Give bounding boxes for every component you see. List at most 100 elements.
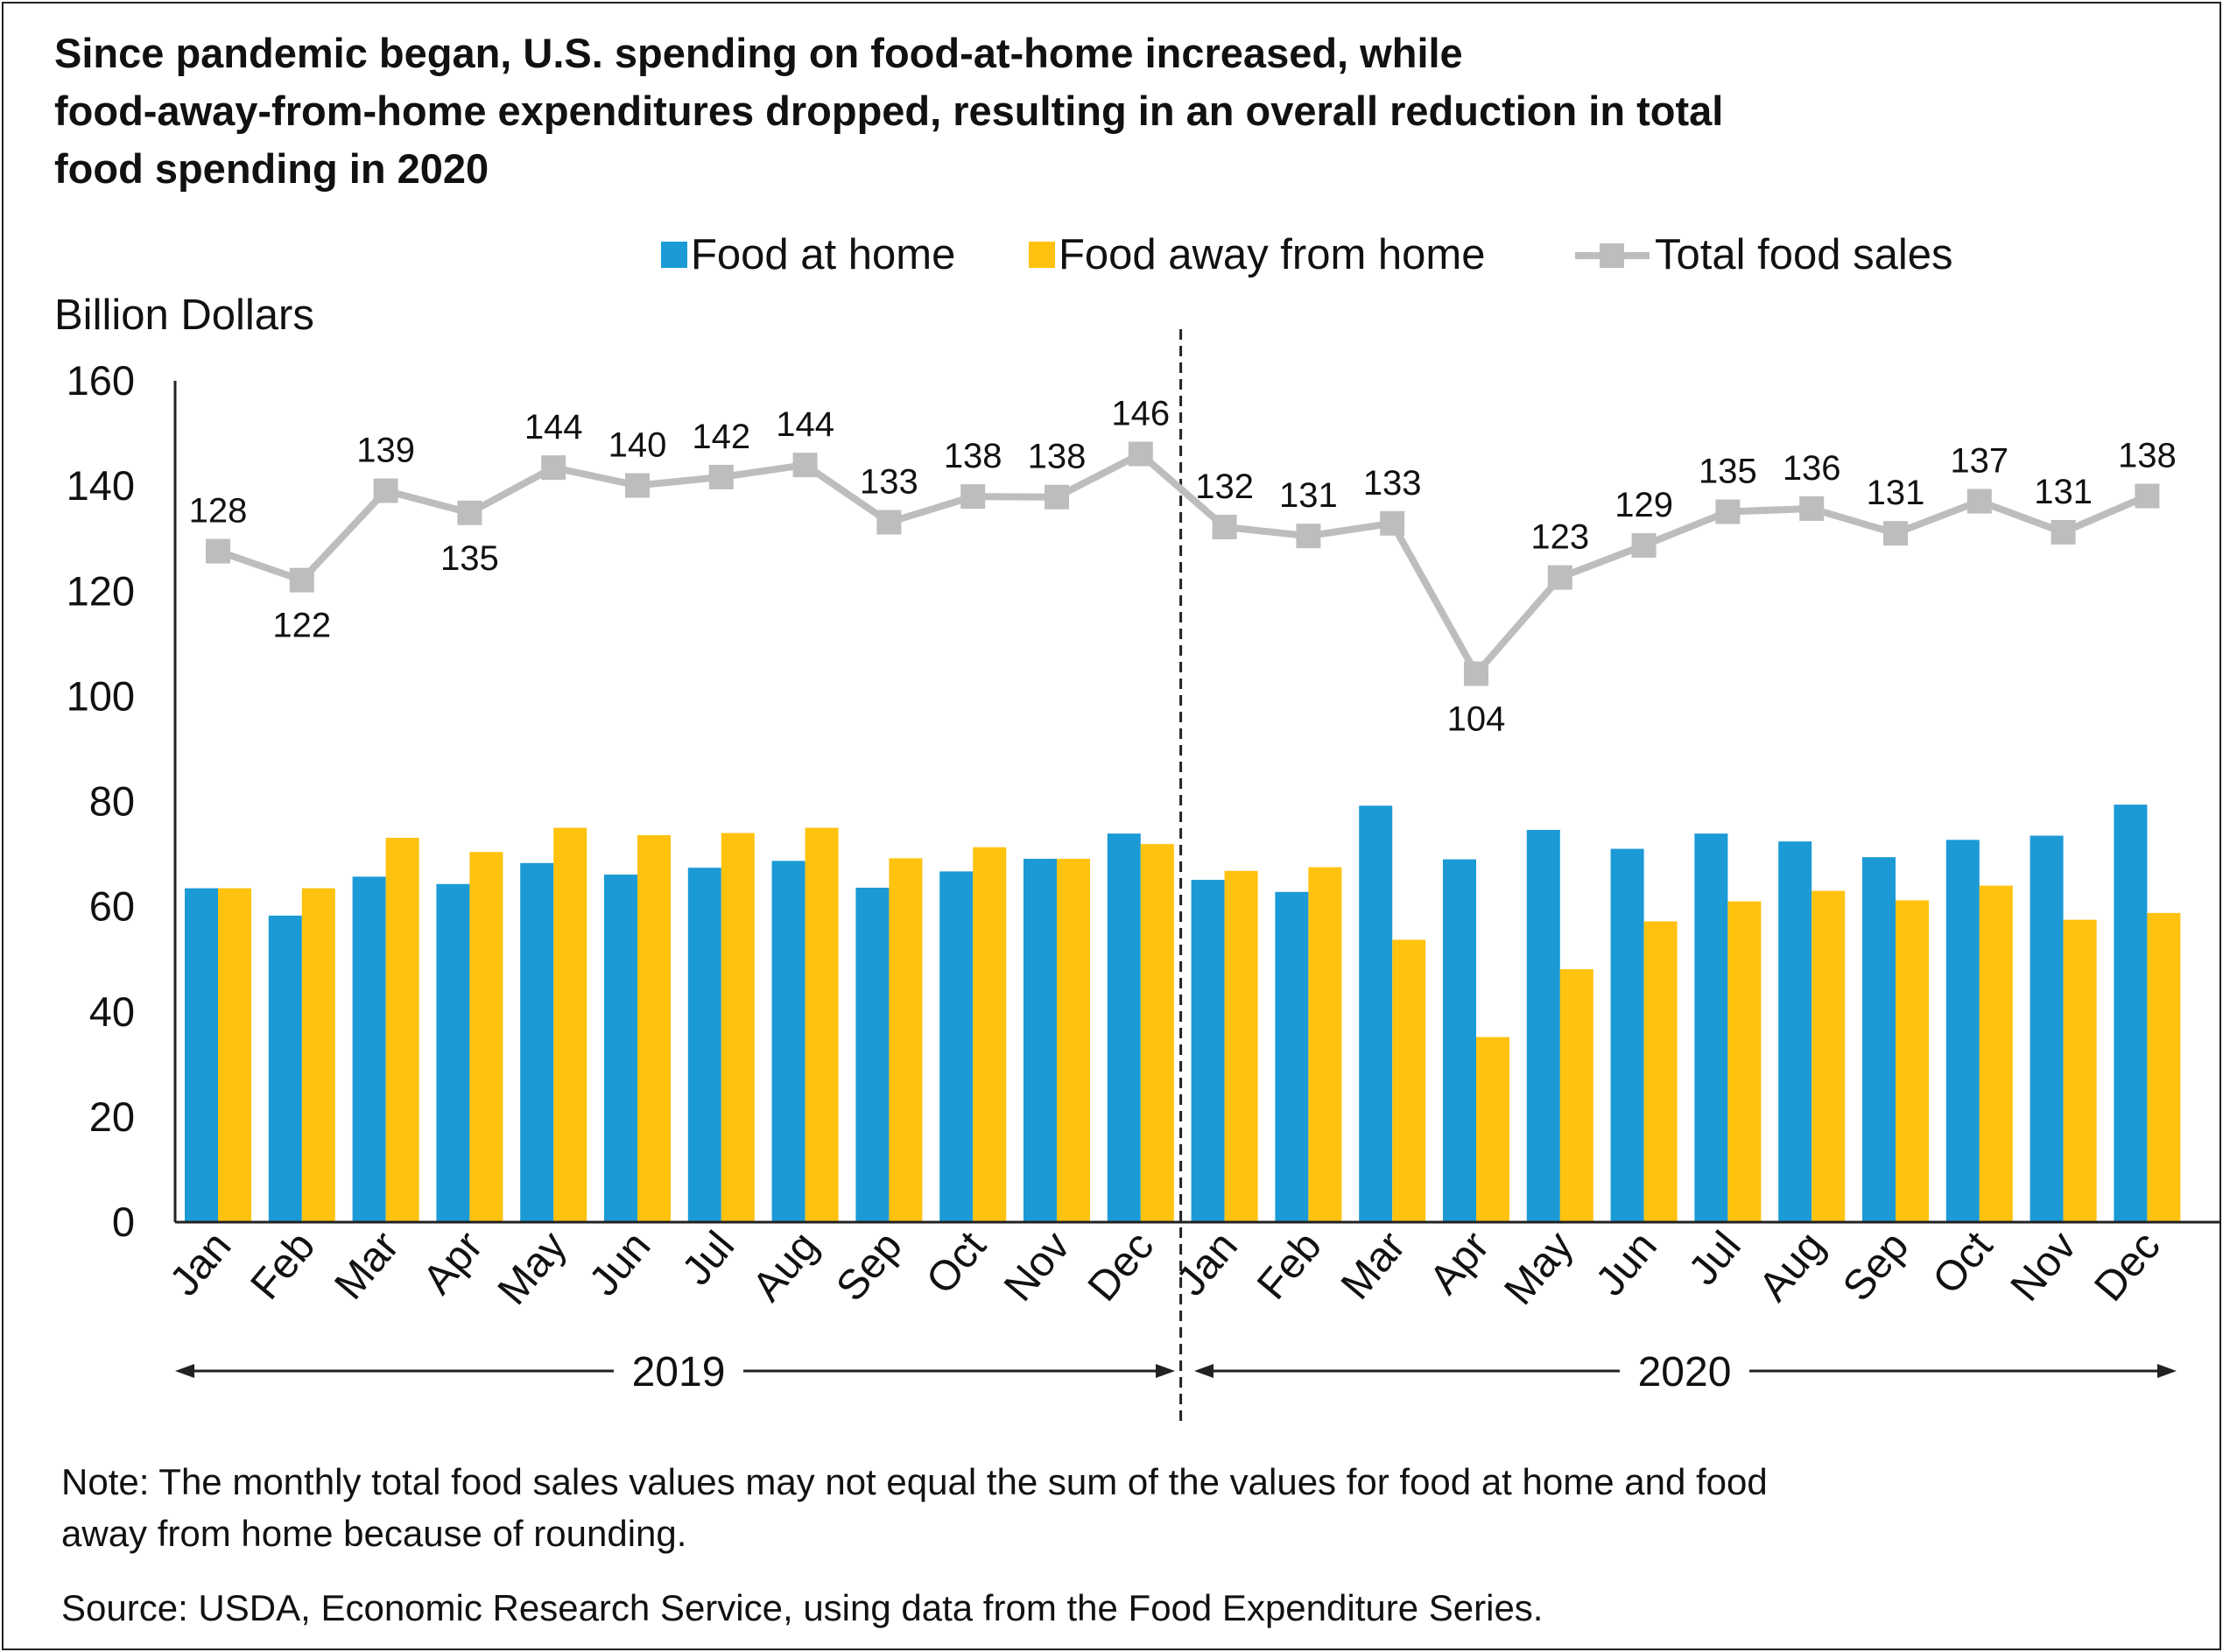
bar-food-at-home-4: [520, 862, 554, 1222]
total-food-sales-value-label-22: 131: [2034, 473, 2093, 511]
bar-food-away-from-home-11: [1140, 844, 1174, 1222]
total-food-sales-marker-9: [960, 484, 986, 510]
year-arrow-right-head-2020: [2157, 1364, 2177, 1378]
x-tick-label-23: Dec: [2086, 1223, 2169, 1310]
x-tick-label-18: Jul: [1680, 1223, 1750, 1294]
bar-food-at-home-3: [436, 883, 470, 1222]
total-food-sales-value-label-16: 123: [1530, 518, 1589, 557]
bar-layer: [185, 805, 2181, 1222]
bar-food-at-home-1: [268, 915, 302, 1222]
bar-food-away-from-home-5: [637, 834, 671, 1222]
x-tick-label-10: Nov: [995, 1223, 1079, 1310]
total-food-sales-value-label-1: 122: [272, 607, 331, 645]
bar-food-away-from-home-4: [553, 827, 587, 1222]
x-tick-label-22: Nov: [2002, 1223, 2086, 1310]
total-food-sales-value-label-11: 146: [1111, 394, 1170, 432]
total-food-sales-marker-3: [457, 500, 482, 525]
bar-food-at-home-16: [1526, 829, 1560, 1222]
bar-food-at-home-17: [1610, 848, 1644, 1222]
total-food-sales-value-label-20: 131: [1867, 474, 1925, 512]
bar-food-away-from-home-0: [218, 888, 251, 1222]
total-food-sales-value-label-23: 138: [2118, 437, 2177, 475]
x-tick-label-17: Jun: [1587, 1223, 1666, 1304]
bar-food-away-from-home-23: [2147, 912, 2181, 1222]
bar-food-at-home-7: [771, 861, 805, 1222]
x-tick-label-4: May: [489, 1223, 576, 1314]
total-food-sales-value-label-14: 133: [1363, 464, 1422, 503]
total-food-sales-value-label-17: 129: [1614, 486, 1673, 524]
year-label-2020: 2020: [1638, 1349, 1732, 1395]
total-food-sales-marker-7: [792, 453, 818, 478]
total-food-sales-value-label-12: 132: [1195, 467, 1254, 506]
legend-swatch-food-away-from-home: [1029, 242, 1055, 268]
y-tick-label-60: 60: [89, 883, 135, 930]
x-tick-label-7: Aug: [744, 1223, 827, 1310]
x-tick-label-2: Mar: [326, 1223, 408, 1308]
chart-notes: Note: The monthly total food sales value…: [61, 1461, 1768, 1628]
y-tick-label-20: 20: [89, 1093, 135, 1140]
x-tick-label-21: Oct: [1924, 1223, 2002, 1303]
bar-food-away-from-home-14: [1392, 939, 1426, 1222]
y-tick-label-140: 140: [67, 462, 135, 509]
total-food-sales-marker-14: [1380, 510, 1405, 536]
chart-title-line-1: Since pandemic began, U.S. spending on f…: [54, 30, 1463, 76]
bar-food-at-home-19: [1778, 841, 1812, 1222]
y-axis-title: Billion Dollars: [54, 292, 314, 339]
total-food-sales-marker-21: [1966, 489, 1992, 514]
x-tick-label-6: Jul: [673, 1223, 743, 1294]
y-tick-label-80: 80: [89, 778, 135, 825]
x-tick-label-8: Sep: [827, 1223, 911, 1310]
note-line-2: away from home because of rounding.: [61, 1513, 686, 1554]
total-food-sales-marker-8: [876, 510, 902, 535]
bar-food-away-from-home-15: [1476, 1037, 1509, 1222]
total-food-sales-value-label-2: 139: [356, 432, 415, 470]
total-food-sales-marker-0: [206, 538, 230, 564]
total-food-sales-marker-15: [1464, 661, 1488, 686]
x-tick-label-9: Oct: [918, 1223, 995, 1303]
total-food-sales-marker-11: [1128, 441, 1153, 467]
x-tick-label-13: Feb: [1249, 1223, 1331, 1308]
x-tick-label-0: Jan: [161, 1223, 240, 1304]
x-tick-label-20: Sep: [1834, 1223, 1917, 1310]
total-food-sales-marker-12: [1212, 514, 1237, 539]
total-food-sales-marker-4: [541, 455, 566, 481]
total-food-sales-marker-17: [1631, 532, 1657, 558]
total-food-sales-value-label-3: 135: [440, 539, 499, 578]
total-food-sales-marker-1: [289, 567, 314, 593]
chart-title: Since pandemic began, U.S. spending on f…: [54, 30, 1723, 192]
bar-food-at-home-8: [855, 888, 890, 1222]
bar-food-at-home-5: [604, 874, 637, 1222]
chart-title-line-2: food-away-from-home expenditures dropped…: [54, 88, 1723, 134]
bar-food-away-from-home-8: [889, 858, 923, 1222]
y-tick-label-160: 160: [67, 357, 135, 404]
bar-food-away-from-home-6: [721, 833, 755, 1222]
total-food-sales-value-label-6: 142: [692, 418, 750, 456]
legend-label-food-at-home: Food at home: [691, 231, 955, 278]
bar-food-away-from-home-21: [1979, 885, 2013, 1222]
bar-food-away-from-home-1: [301, 888, 335, 1222]
bar-food-away-from-home-10: [1057, 858, 1090, 1222]
legend-marker-total-food-sales: [1600, 243, 1624, 268]
bar-food-at-home-18: [1694, 833, 1728, 1222]
total-food-sales-value-label-8: 133: [860, 463, 918, 502]
total-food-sales-marker-6: [708, 464, 734, 489]
total-food-sales-marker-22: [2051, 519, 2076, 545]
source-note: Source: USDA, Economic Research Service,…: [61, 1587, 1543, 1628]
x-tick-label-15: Apr: [1421, 1223, 1499, 1303]
total-food-sales-marker-19: [1799, 496, 1825, 521]
year-label-2019: 2019: [632, 1349, 726, 1395]
total-food-sales-value-label-7: 144: [776, 405, 834, 444]
bar-food-away-from-home-16: [1559, 969, 1593, 1222]
bar-food-at-home-2: [352, 876, 386, 1222]
year-arrow-left-head-2019: [175, 1364, 194, 1378]
total-food-sales-value-label-4: 144: [524, 408, 583, 446]
bar-food-away-from-home-19: [1811, 890, 1846, 1222]
bar-food-at-home-12: [1191, 879, 1225, 1222]
x-tick-label-14: Mar: [1333, 1223, 1415, 1308]
chart-title-line-3: food spending in 2020: [54, 145, 489, 192]
bar-food-at-home-14: [1359, 805, 1393, 1222]
total-food-sales-value-label-21: 137: [1950, 442, 2008, 481]
bar-food-away-from-home-12: [1224, 870, 1258, 1222]
axes-layer: [173, 329, 2219, 1424]
